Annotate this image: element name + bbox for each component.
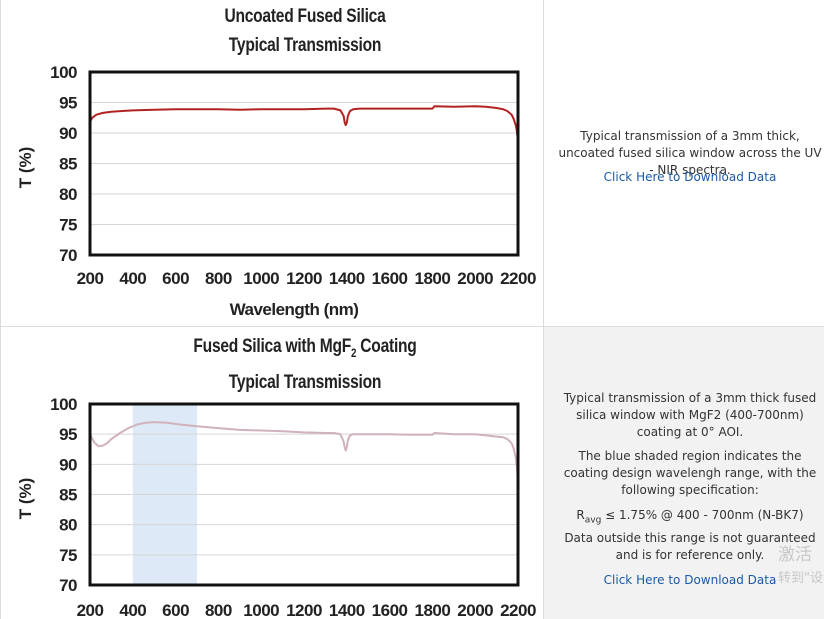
x-tick-label: 800 — [205, 269, 232, 288]
spec-r: R — [576, 508, 585, 522]
y-tick-label: 80 — [59, 185, 77, 204]
y-axis-label: T (%) — [16, 147, 35, 189]
coating-spec: Ravg ≤ 1.75% @ 400 - 700nm (N-BK7) — [556, 507, 824, 529]
y-tick-label: 70 — [59, 576, 77, 595]
x-tick-label: 200 — [77, 601, 104, 619]
row-border — [0, 327, 1, 619]
y-tick-label: 95 — [59, 425, 77, 444]
chart-title-subscript: 2 — [350, 345, 357, 360]
watermark-line-2: 转到"设 — [778, 571, 823, 586]
description-panel — [544, 327, 824, 619]
y-tick-label: 85 — [59, 155, 77, 174]
chart-description-2: The blue shaded region indicates the coa… — [563, 449, 817, 497]
chart-title: Fused Silica with MgF2 Coating Typical T… — [129, 332, 482, 397]
x-tick-label: 600 — [162, 269, 189, 288]
transmission-chart-uncoated: 70 75 80 85 90 95 100 200 400 600 800 1000 1200 1400 1… — [16, 63, 536, 319]
x-tick-label: 1400 — [329, 601, 365, 619]
x-tick-label: 2200 — [500, 601, 536, 619]
y-tick-label: 95 — [59, 94, 77, 113]
x-tick-label: 600 — [162, 601, 189, 619]
x-tick-label: 2000 — [457, 269, 493, 288]
x-tick-label: 800 — [205, 601, 232, 619]
x-tick-label: 1200 — [286, 601, 322, 619]
y-tick-label: 75 — [59, 546, 77, 565]
chart-description-1: Typical transmission of a 3mm thick fuse… — [563, 391, 817, 439]
series-line — [89, 421, 519, 483]
y-tick-label: 75 — [59, 216, 77, 235]
download-data-link[interactable]: Click Here to Download Data — [603, 170, 777, 184]
y-tick-label: 85 — [59, 486, 77, 505]
chart-title-line-1: Fused Silica with MgF2 Coating — [129, 332, 482, 368]
chart-title-line-2: Typical Transmission — [228, 35, 382, 56]
chart-title-main: Fused Silica with MgF — [193, 336, 351, 357]
x-tick-label: 400 — [119, 601, 146, 619]
column-divider — [543, 327, 544, 619]
y-tick-label: 100 — [50, 395, 77, 414]
watermark-line-1: 激活 — [778, 545, 812, 565]
y-tick-label: 100 — [50, 63, 77, 82]
row-border — [0, 0, 1, 326]
plot-frame — [88, 402, 520, 587]
x-tick-label: 1800 — [414, 601, 450, 619]
x-tick-label: 1600 — [372, 269, 408, 288]
transmission-chart-mgf2: 70 75 80 85 90 95 100 200 400 600 800 1000 1200 1400 1… — [16, 395, 536, 619]
spec-tail: ≤ 1.75% @ 400 - 700nm (N-BK7) — [601, 508, 804, 522]
chart-description: Typical transmission of a 3mm thick, unc… — [558, 129, 822, 177]
x-tick-label: 1000 — [243, 601, 279, 619]
x-tick-label: 2000 — [457, 601, 493, 619]
download-link-wrapper: Click Here to Download Data — [556, 169, 824, 186]
chart-description-3: Data outside this range is not guarantee… — [564, 531, 816, 562]
download-link-wrapper: Click Here to Download Data — [556, 572, 824, 589]
y-axis-label: T (%) — [16, 478, 35, 520]
chart-title-line-1: Uncoated Fused Silica — [224, 6, 386, 27]
chart-title: Uncoated Fused Silica Typical Transmissi… — [129, 2, 482, 60]
x-tick-label: 200 — [77, 269, 104, 288]
x-tick-label: 1400 — [329, 269, 365, 288]
x-axis-label: Wavelength (nm) — [230, 300, 359, 319]
x-tick-label: 400 — [119, 269, 146, 288]
x-tick-label: 1000 — [243, 269, 279, 288]
plot-frame — [88, 70, 520, 257]
x-tick-label: 2200 — [500, 269, 536, 288]
spec-subscript: avg — [584, 515, 602, 526]
y-tick-label: 90 — [59, 455, 77, 474]
y-tick-label: 90 — [59, 124, 77, 143]
description-panel — [544, 0, 824, 326]
chart-title-line-2: Typical Transmission — [228, 371, 382, 393]
series-line — [89, 105, 519, 143]
download-data-link[interactable]: Click Here to Download Data — [603, 573, 777, 587]
chart-row-mgf2: Fused Silica with MgF2 Coating Typical T… — [0, 327, 824, 619]
y-tick-label: 70 — [59, 246, 77, 265]
column-divider — [543, 0, 544, 326]
x-tick-label: 1200 — [286, 269, 322, 288]
chart-title-tail: Coating — [356, 336, 417, 357]
chart-row-uncoated: Uncoated Fused Silica Typical Transmissi… — [0, 0, 824, 327]
y-tick-label: 80 — [59, 516, 77, 535]
x-tick-label: 1600 — [372, 601, 408, 619]
x-tick-label: 1800 — [414, 269, 450, 288]
